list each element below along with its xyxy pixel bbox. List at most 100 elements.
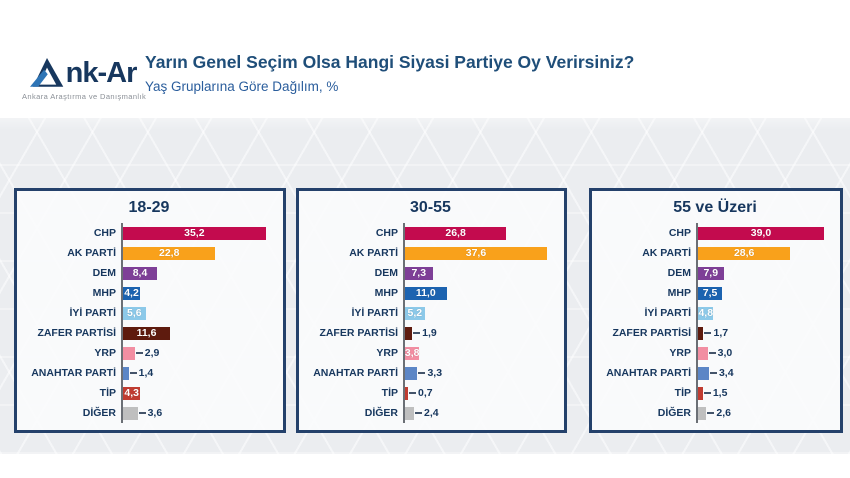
bar-row: CHP 39,0 — [598, 223, 832, 243]
bar-rows: CHP 35,2 AK PARTİ 22,8 DEM 8,4 MHP 4,2 İYİ PARTİ… — [23, 223, 275, 427]
value-label: 5,6 — [127, 307, 142, 319]
age-panel-18-29: 18-29 CHP 35,2 AK PARTİ 22,8 DEM 8,4 MHP 4,2 İYİ … — [14, 188, 286, 433]
panel-title: 55 ve Üzeri — [673, 199, 757, 216]
bar-area: 37,6 — [403, 243, 556, 263]
value-bar: 4,2 — [123, 286, 141, 300]
party-label: ANAHTAR PARTİ — [606, 367, 691, 379]
value-bar: 4,3 — [123, 386, 141, 400]
panel-title: 30-55 — [410, 199, 451, 216]
value-bar: 7,5 — [698, 286, 723, 300]
age-panel-30-55: 30-55 CHP 26,8 AK PARTİ 37,6 DEM 7,3 MHP 11,0 İYİ… — [296, 188, 567, 433]
value-label: 2,6 — [716, 407, 731, 419]
bar-area: 1,4 — [121, 363, 275, 383]
bar-row: ZAFER PARTİSİ 11,6 — [23, 323, 275, 343]
value-label: 3,8 — [404, 347, 420, 359]
party-label: TİP — [99, 387, 116, 399]
bar-area: 3,8 — [403, 343, 556, 363]
value-bar: 28,6 — [698, 246, 791, 260]
value-label: 39,0 — [750, 227, 772, 239]
party-label: YRP — [669, 347, 691, 359]
bar-row: TİP 1,5 — [598, 383, 832, 403]
value-label: 5,2 — [407, 307, 423, 319]
value-bar: 11,6 — [123, 326, 171, 340]
bar-area: 3,0 — [696, 343, 832, 363]
bar-area: 39,0 — [696, 223, 832, 243]
bar-area: 3,6 — [121, 403, 275, 423]
bar-area: 2,9 — [121, 343, 275, 363]
value-label: 8,4 — [132, 267, 148, 279]
value-label: 4,2 — [124, 287, 139, 299]
bar-area: 35,2 — [121, 223, 275, 243]
bar-row: AK PARTİ 37,6 — [305, 243, 556, 263]
value-bar: 7,3 — [405, 266, 433, 280]
value-bar: 39,0 — [698, 226, 824, 240]
label-leader-line — [703, 392, 711, 394]
bar-row: MHP 11,0 — [305, 283, 556, 303]
value-bar — [123, 346, 135, 360]
value-bar: 8,4 — [123, 266, 158, 280]
bar-area: 1,5 — [696, 383, 832, 403]
bar-row: DİĞER 3,6 — [23, 403, 275, 423]
value-label: 28,6 — [733, 247, 755, 259]
bar-row: YRP 3,0 — [598, 343, 832, 363]
party-label: DİĞER — [657, 407, 691, 419]
value-bar: 3,8 — [404, 346, 420, 360]
bar-area: 28,6 — [696, 243, 832, 263]
value-label: 35,2 — [184, 227, 205, 239]
bar-row: YRP 3,8 — [305, 343, 556, 363]
party-label: DEM — [374, 267, 398, 279]
value-label: 11,0 — [415, 287, 436, 299]
bar-row: TİP 4,3 — [23, 383, 275, 403]
party-label: MHP — [374, 287, 398, 299]
label-leader-line — [704, 332, 712, 334]
party-label: TİP — [674, 387, 691, 399]
bar-row: DİĞER 2,6 — [598, 403, 832, 423]
party-label: DİĞER — [82, 407, 116, 419]
party-label: DİĞER — [364, 407, 398, 419]
bar-row: DEM 7,3 — [305, 263, 556, 283]
bar-row: DEM 8,4 — [23, 263, 275, 283]
bar-area: 4,8 — [696, 303, 832, 323]
bar-area: 11,6 — [121, 323, 275, 343]
bar-area: 4,3 — [121, 383, 275, 403]
value-label: 2,4 — [424, 407, 439, 419]
page-title: Yarın Genel Seçim Olsa Hangi Siyasi Part… — [145, 52, 635, 72]
party-label: DEM — [92, 267, 116, 279]
bar-area: 4,2 — [121, 283, 275, 303]
label-leader-line — [709, 372, 717, 374]
party-label: DEM — [667, 267, 691, 279]
logo-tagline: Ankara Araştırma ve Danışmanlık — [22, 92, 147, 101]
value-bar: 5,2 — [405, 306, 425, 320]
bar-area: 3,4 — [696, 363, 832, 383]
value-bar — [698, 366, 709, 380]
party-label: İYİ PARTİ — [69, 307, 116, 319]
label-leader-line — [418, 372, 426, 374]
logo-triangle-icon — [29, 57, 63, 87]
value-label: 37,6 — [465, 247, 487, 259]
party-label: MHP — [92, 287, 116, 299]
bar-row: AK PARTİ 22,8 — [23, 243, 275, 263]
value-label: 3,6 — [147, 407, 163, 419]
value-bar — [698, 326, 704, 340]
label-leader-line — [129, 372, 137, 374]
party-label: YRP — [376, 347, 398, 359]
bar-area: 2,4 — [403, 403, 556, 423]
value-bar — [405, 366, 418, 380]
bar-area: 5,6 — [121, 303, 275, 323]
party-label: AK PARTİ — [642, 247, 691, 259]
value-label: 1,5 — [712, 387, 728, 399]
bar-area: 7,5 — [696, 283, 832, 303]
label-leader-line — [708, 352, 716, 354]
bar-area: 8,4 — [121, 263, 275, 283]
party-label: ZAFER PARTİSİ — [319, 327, 398, 339]
age-panel-55-ve-üzeri: 55 ve Üzeri CHP 39,0 AK PARTİ 28,6 DEM 7,9 MHP 7… — [589, 188, 843, 433]
value-bar — [405, 406, 415, 420]
bar-area: 11,0 — [403, 283, 556, 303]
label-leader-line — [415, 412, 423, 414]
party-label: İYİ PARTİ — [351, 307, 398, 319]
party-label: ZAFER PARTİSİ — [612, 327, 691, 339]
party-label: ANAHTAR PARTİ — [31, 367, 116, 379]
bar-row: İYİ PARTİ 5,2 — [305, 303, 556, 323]
value-label: 7,3 — [411, 267, 427, 279]
bar-row: ZAFER PARTİSİ 1,7 — [598, 323, 832, 343]
